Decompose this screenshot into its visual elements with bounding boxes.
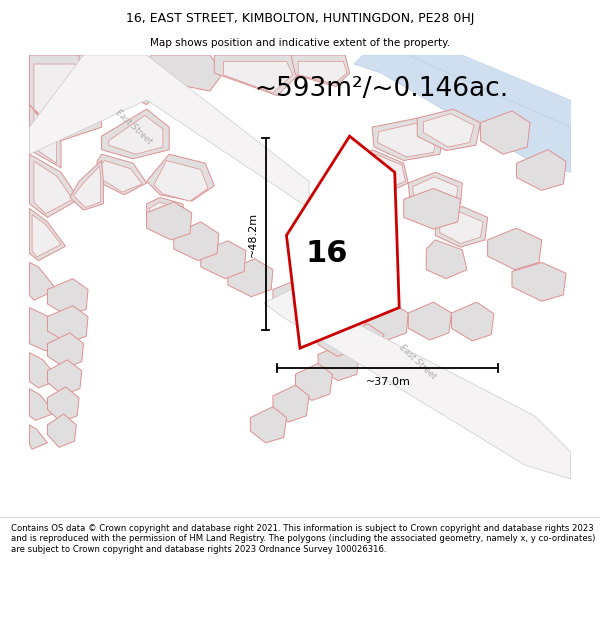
Polygon shape [146, 55, 223, 91]
Polygon shape [295, 364, 332, 401]
Polygon shape [29, 55, 309, 208]
Polygon shape [452, 302, 494, 341]
Polygon shape [97, 154, 146, 195]
Polygon shape [426, 240, 467, 279]
Polygon shape [318, 344, 359, 381]
Polygon shape [365, 150, 408, 192]
Polygon shape [47, 414, 76, 447]
Polygon shape [29, 208, 65, 261]
Polygon shape [214, 55, 300, 96]
Text: East Street: East Street [113, 108, 153, 146]
Polygon shape [424, 114, 474, 147]
Text: Contains OS data © Crown copyright and database right 2021. This information is : Contains OS data © Crown copyright and d… [11, 524, 595, 554]
Polygon shape [109, 116, 163, 154]
Text: ~593m²/~0.146ac.: ~593m²/~0.146ac. [254, 76, 508, 102]
Polygon shape [223, 61, 293, 93]
Polygon shape [29, 352, 59, 388]
Polygon shape [34, 161, 73, 214]
Polygon shape [74, 166, 101, 208]
Polygon shape [273, 385, 309, 422]
Polygon shape [512, 262, 566, 301]
Polygon shape [435, 206, 488, 247]
Polygon shape [101, 161, 142, 192]
Polygon shape [440, 212, 483, 244]
Polygon shape [264, 289, 571, 479]
Polygon shape [154, 161, 208, 201]
Polygon shape [32, 214, 61, 257]
Polygon shape [408, 55, 571, 127]
Polygon shape [47, 306, 88, 343]
Polygon shape [88, 62, 160, 100]
Polygon shape [201, 241, 246, 279]
Polygon shape [29, 55, 101, 141]
Polygon shape [29, 308, 70, 351]
Polygon shape [318, 279, 365, 318]
Polygon shape [47, 360, 82, 395]
Polygon shape [146, 154, 214, 201]
Polygon shape [517, 150, 566, 190]
Polygon shape [174, 222, 219, 261]
Polygon shape [404, 189, 461, 229]
Polygon shape [79, 55, 169, 104]
Polygon shape [34, 111, 56, 163]
Text: ~48.2m: ~48.2m [248, 211, 258, 257]
Text: 16, EAST STREET, KIMBOLTON, HUNTINGDON, PE28 0HJ: 16, EAST STREET, KIMBOLTON, HUNTINGDON, … [126, 12, 474, 25]
Polygon shape [29, 262, 56, 301]
Polygon shape [250, 407, 286, 443]
Polygon shape [34, 64, 92, 134]
Polygon shape [146, 202, 192, 240]
Polygon shape [47, 332, 83, 368]
Text: ~37.0m: ~37.0m [365, 376, 410, 386]
Polygon shape [47, 279, 88, 316]
Polygon shape [377, 124, 437, 157]
Polygon shape [318, 319, 359, 356]
Text: East Street: East Street [289, 239, 329, 277]
Text: 16: 16 [306, 239, 349, 268]
Polygon shape [343, 324, 384, 362]
Polygon shape [101, 109, 169, 159]
Polygon shape [417, 109, 481, 151]
Polygon shape [408, 173, 463, 212]
Text: Map shows position and indicative extent of the property.: Map shows position and indicative extent… [150, 39, 450, 49]
Polygon shape [481, 111, 530, 154]
Polygon shape [149, 202, 184, 232]
Polygon shape [291, 55, 350, 87]
Polygon shape [29, 425, 47, 449]
Polygon shape [29, 104, 61, 168]
Polygon shape [368, 154, 406, 189]
Polygon shape [70, 161, 103, 210]
Polygon shape [29, 154, 79, 218]
Polygon shape [273, 279, 318, 317]
Polygon shape [408, 302, 452, 340]
Polygon shape [286, 136, 399, 348]
Polygon shape [47, 387, 79, 422]
Text: East Street: East Street [397, 342, 437, 381]
Polygon shape [298, 61, 347, 84]
Polygon shape [413, 177, 458, 208]
Polygon shape [146, 198, 187, 234]
Polygon shape [372, 118, 445, 161]
Polygon shape [354, 55, 571, 172]
Polygon shape [228, 259, 273, 297]
Polygon shape [29, 389, 55, 420]
Polygon shape [488, 228, 542, 269]
Polygon shape [365, 302, 408, 340]
